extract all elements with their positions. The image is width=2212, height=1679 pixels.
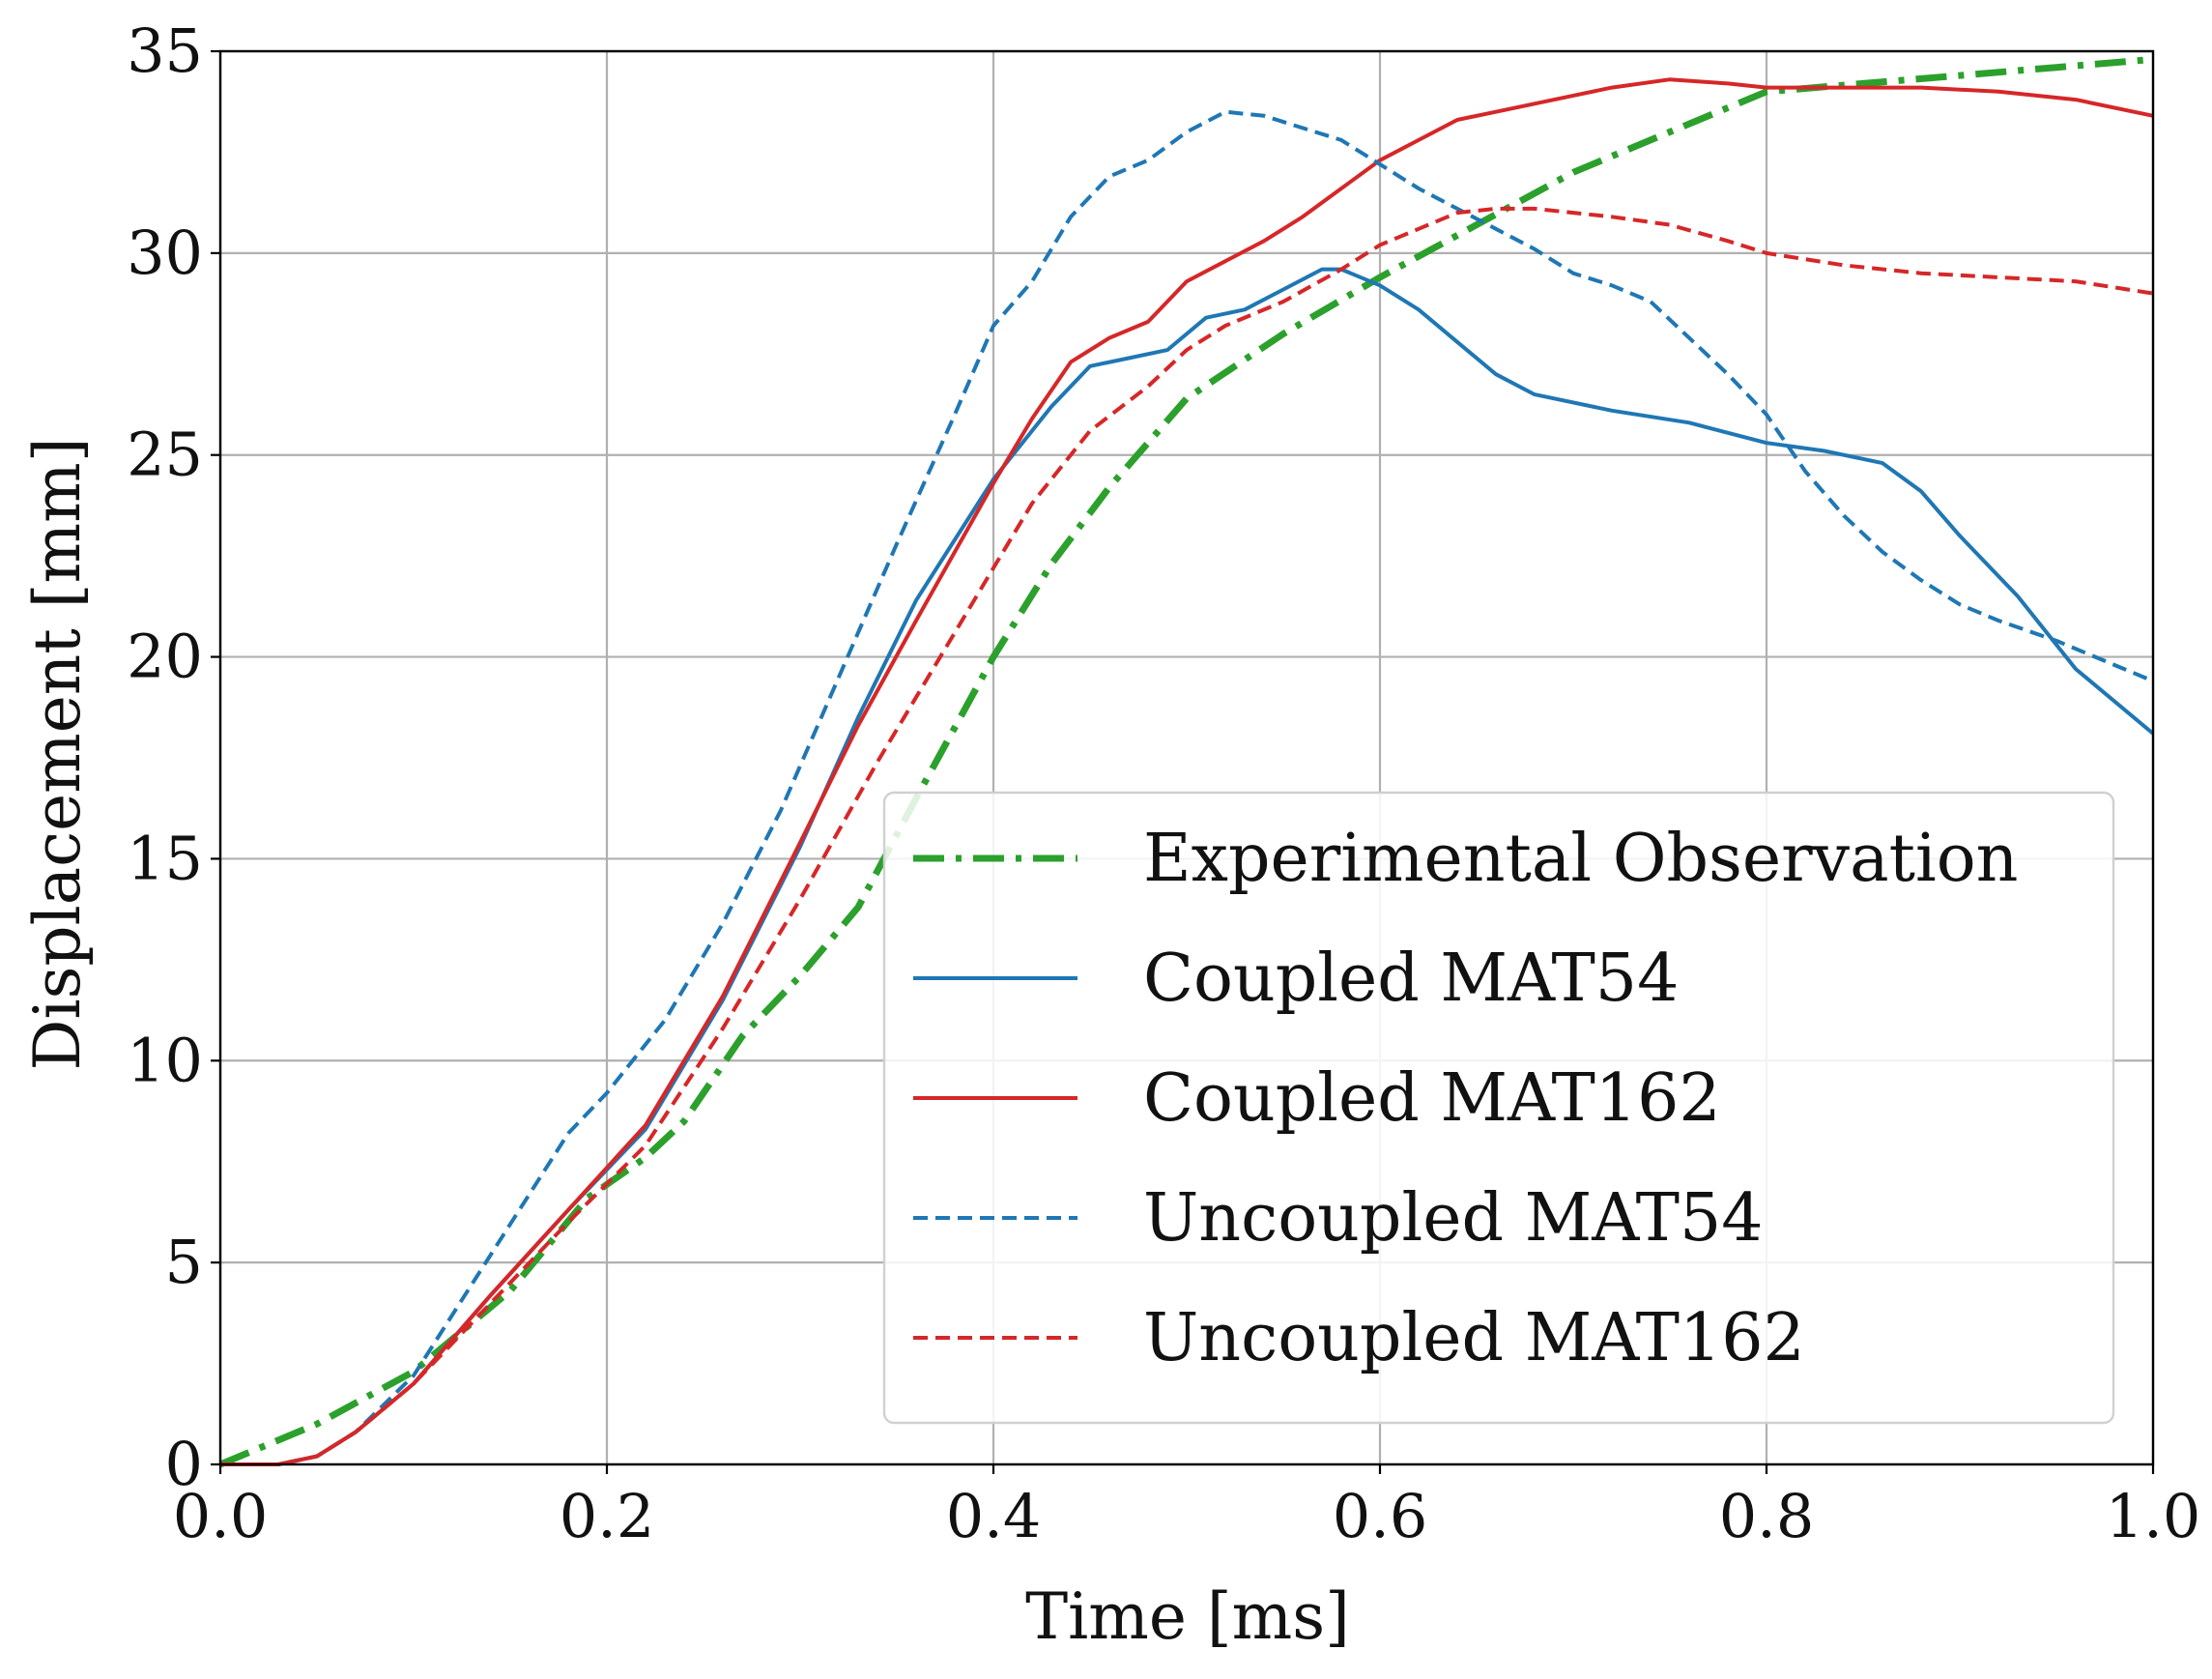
legend-label: Experimental Observation (1143, 821, 2018, 897)
x-tick-label: 1.0 (2106, 1481, 2201, 1551)
series-line-experimental-observation (218, 55, 2154, 1468)
legend-label: Uncoupled MAT54 (1143, 1180, 1763, 1257)
x-tick-label: 0.2 (560, 1481, 655, 1551)
x-tick-label: 0.4 (946, 1481, 1042, 1551)
y-tick-label: 5 (165, 1227, 203, 1297)
legend-label: Coupled MAT54 (1143, 941, 1679, 1017)
legend: Experimental Observation Coupled MAT54 Cou… (882, 791, 2115, 1425)
series-line-coupled-mat162 (220, 77, 2154, 1466)
series-line-uncoupled-mat54 (220, 109, 2154, 1466)
plot-frame (218, 49, 2155, 1466)
x-tick-label: 0.6 (1333, 1481, 1428, 1551)
y-axis-ticks: 0 5 10 15 20 25 30 35 (127, 15, 220, 1499)
x-tick-label: 0.8 (1719, 1481, 1815, 1551)
axes (218, 49, 2155, 1466)
legend-box (882, 791, 2115, 1425)
legend-label: Uncoupled MAT162 (1143, 1300, 1805, 1376)
x-axis-label: Time [ms] (1025, 1579, 1350, 1654)
x-tick-label: 0.0 (173, 1481, 269, 1551)
series-line-uncoupled-mat162 (220, 206, 2154, 1466)
y-tick-label: 25 (127, 420, 203, 490)
y-tick-label: 0 (165, 1429, 203, 1499)
series-lines (218, 55, 2155, 1468)
y-tick-label: 30 (127, 217, 203, 288)
legend-label: Coupled MAT162 (1143, 1060, 1721, 1137)
y-tick-label: 10 (127, 1025, 203, 1095)
y-tick-label: 35 (127, 15, 203, 86)
y-axis-label: Displacement [mm] (20, 438, 95, 1071)
y-tick-label: 15 (127, 823, 203, 893)
y-tick-label: 20 (127, 622, 203, 692)
x-axis-ticks: 0.0 0.2 0.4 0.6 0.8 1.0 (173, 1464, 2201, 1551)
